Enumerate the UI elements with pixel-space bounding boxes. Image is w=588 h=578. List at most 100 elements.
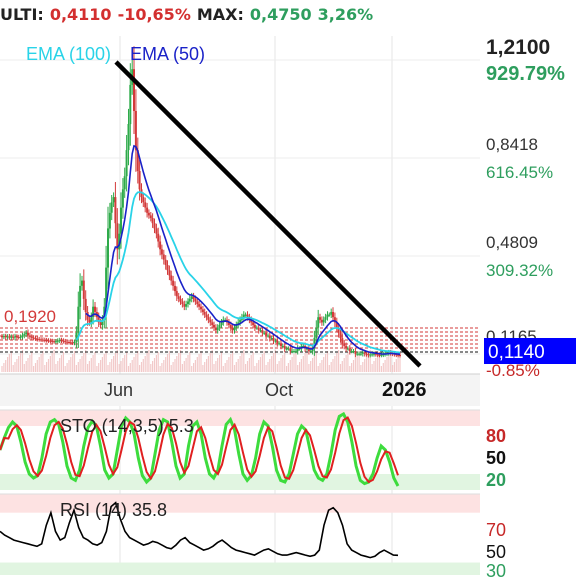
candle-body — [187, 301, 189, 305]
candle-body — [47, 340, 50, 342]
volume-bar — [161, 363, 163, 372]
volume-bar — [284, 352, 286, 372]
y-tick-percent: 309.32% — [486, 261, 553, 280]
volume-bar — [137, 351, 139, 372]
candle-body — [183, 304, 186, 307]
volume-bar — [103, 354, 105, 372]
candle-body — [348, 348, 351, 352]
volume-bar — [371, 364, 373, 372]
volume-bar — [334, 356, 336, 372]
support-band — [0, 327, 478, 349]
candle-body — [28, 335, 31, 337]
candle-body — [127, 124, 130, 151]
candle-body — [252, 322, 255, 325]
volume-bar — [152, 361, 154, 372]
volume-bar — [338, 350, 340, 372]
volume-bar — [302, 356, 304, 372]
candle-body — [40, 339, 43, 341]
candle-body — [346, 348, 349, 350]
volume-bar — [53, 350, 55, 372]
volume-bar — [271, 356, 273, 372]
candle-body — [328, 314, 331, 316]
volume-bar — [299, 362, 301, 372]
candle-body — [356, 353, 359, 355]
candle-body — [326, 314, 329, 318]
candle-body — [88, 319, 91, 323]
volume-bar — [204, 362, 206, 372]
volume-bar — [92, 355, 94, 372]
volume-bar — [369, 350, 371, 372]
volume-bar — [239, 356, 241, 372]
volume-bar — [397, 356, 399, 372]
candle-body — [114, 197, 117, 224]
volume-bar — [378, 352, 381, 372]
volume-bar — [85, 350, 87, 372]
candle-body — [27, 332, 29, 336]
candle-body — [350, 351, 353, 353]
volume-bar — [317, 366, 319, 372]
volume-bar — [356, 354, 358, 372]
volume-bar — [116, 350, 118, 372]
volume-bar — [114, 353, 116, 372]
volume-bar — [59, 358, 61, 372]
volume-bar — [31, 352, 33, 372]
candle-body — [259, 330, 262, 332]
candle-body — [147, 212, 150, 216]
rsi-line — [0, 501, 399, 559]
volume-bar — [269, 359, 271, 372]
candle-body — [177, 296, 180, 299]
volume-bar — [193, 363, 195, 372]
candle-body — [229, 325, 232, 328]
sto-title: STO (14,3,5) 5.3 — [60, 416, 194, 436]
volume-bar — [150, 364, 152, 372]
x-tick-label: Jun — [104, 380, 133, 400]
candle-body — [345, 345, 348, 349]
candle-body — [66, 341, 69, 343]
volume-bar — [21, 350, 24, 372]
volume-bar — [187, 355, 189, 372]
candle-body — [283, 345, 286, 349]
volume-bar — [325, 354, 327, 372]
candle-body — [14, 336, 16, 338]
volume-bar — [165, 357, 167, 372]
volume-bar — [66, 363, 68, 372]
volume-bar — [196, 357, 198, 372]
volume-bar — [367, 353, 369, 372]
sto-d-line — [0, 416, 399, 484]
candle-body — [190, 296, 193, 299]
rsi-tick: 30 — [486, 561, 506, 578]
candle-body — [155, 228, 158, 234]
volume-bar — [178, 353, 180, 372]
reference-price-label: 0,1920 — [4, 307, 56, 326]
volume-bar — [241, 353, 243, 372]
candle-body — [160, 249, 163, 255]
volume-bar — [107, 365, 109, 372]
candle-body — [281, 345, 284, 347]
candle-body — [315, 327, 318, 338]
candle-body — [121, 189, 124, 208]
candle-body — [15, 336, 18, 338]
volume-bar — [129, 363, 131, 372]
last-price-tag — [484, 338, 576, 364]
volume-bar — [113, 356, 115, 372]
volume-bar — [351, 363, 353, 372]
volume-bar — [388, 354, 390, 372]
volume-bar — [166, 354, 169, 372]
volume-bar — [323, 357, 325, 372]
volume-bar — [101, 357, 103, 372]
volume-bar — [278, 361, 280, 372]
candle-body — [263, 332, 266, 334]
volume-bar — [386, 357, 388, 372]
candle-body — [246, 314, 249, 318]
candle-body — [181, 301, 184, 305]
volume-bar — [47, 359, 50, 372]
volume-bar — [392, 365, 394, 372]
volume-bar — [179, 350, 182, 372]
candle-body — [86, 312, 89, 320]
volume-bar — [111, 359, 113, 372]
volume-bar — [226, 360, 228, 372]
rsi-oversold-zone — [0, 562, 480, 575]
candle-body — [285, 348, 288, 350]
volume-bar — [384, 360, 386, 372]
